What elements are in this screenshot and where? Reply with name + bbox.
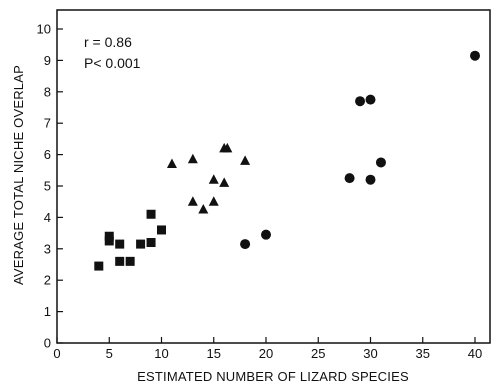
- square-point: [125, 256, 135, 266]
- triangle-point: [222, 142, 233, 153]
- circle-point: [365, 94, 376, 105]
- y-tick-label: 7: [44, 116, 51, 131]
- axis-ticks: 0 5 10 15 20 25 30 35 40 0 1 2 3 4 5 6 7 8 9 10: [37, 22, 483, 362]
- x-tick-label: 30: [363, 346, 377, 361]
- triangle-point: [208, 196, 219, 206]
- circle-point: [365, 174, 376, 185]
- square-point: [104, 231, 114, 241]
- y-tick-label: 8: [44, 84, 51, 99]
- triangle-point: [219, 177, 230, 187]
- y-tick-label: 2: [44, 273, 51, 288]
- square-point: [136, 239, 146, 249]
- x-tick-label: 5: [106, 346, 113, 361]
- triangle-point: [187, 196, 198, 206]
- triangle-point: [166, 158, 177, 169]
- circle-point: [355, 96, 366, 107]
- square-point: [115, 239, 125, 249]
- y-tick-label: 0: [44, 336, 51, 351]
- square-point: [104, 236, 114, 246]
- y-tick-label: 5: [44, 179, 51, 194]
- triangle-point: [187, 153, 198, 164]
- square-point: [115, 256, 125, 266]
- correlation-annotation: r = 0.86: [84, 34, 132, 50]
- square-point: [94, 261, 104, 271]
- y-tick-label: 3: [44, 241, 51, 256]
- triangle-point: [208, 174, 219, 184]
- x-tick-label: 40: [468, 346, 482, 361]
- x-tick-label: 0: [53, 346, 60, 361]
- x-tick-label: 20: [259, 346, 273, 361]
- p-value-annotation: P< 0.001: [84, 55, 141, 71]
- x-tick-label: 10: [154, 346, 168, 361]
- circle-point: [261, 229, 271, 240]
- triangle-point: [198, 204, 209, 214]
- circle-point: [344, 173, 355, 184]
- y-tick-label: 6: [44, 147, 51, 162]
- square-point: [157, 225, 166, 235]
- data-points: [94, 50, 480, 271]
- x-tick-label: 15: [207, 346, 221, 361]
- y-tick-label: 4: [44, 210, 51, 225]
- circle-point: [470, 50, 480, 61]
- triangle-point: [240, 155, 251, 165]
- plot-frame: [56, 9, 491, 344]
- y-tick-label: 1: [44, 304, 51, 319]
- circle-point: [375, 157, 386, 168]
- x-axis-title: ESTIMATED NUMBER OF LIZARD SPECIES: [137, 369, 409, 384]
- y-tick-label: 10: [37, 22, 51, 37]
- y-axis-title: AVERAGE TOTAL NICHE OVERLAP: [11, 65, 26, 285]
- square-point: [146, 209, 156, 219]
- circle-point: [240, 239, 251, 250]
- x-tick-label: 25: [311, 346, 325, 361]
- y-tick-label: 9: [44, 53, 51, 68]
- x-tick-label: 35: [416, 346, 430, 361]
- square-point: [146, 238, 156, 248]
